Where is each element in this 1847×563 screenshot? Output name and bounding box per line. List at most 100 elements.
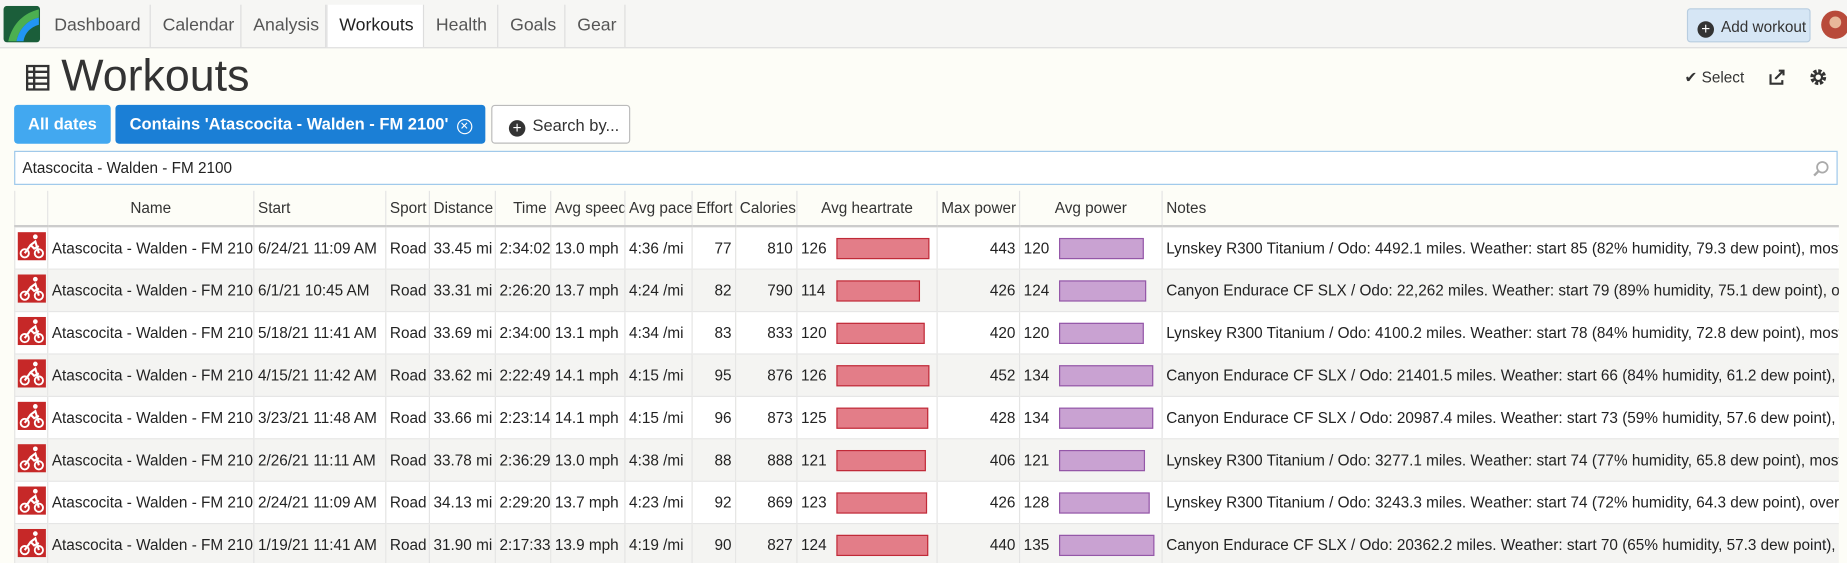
workout-row[interactable]: Atascocita - Walden - FM 2100 6/24/21 11:… bbox=[14, 226, 1839, 270]
nav-tab[interactable]: Dashboard bbox=[42, 4, 151, 48]
column-header[interactable]: Calories bbox=[735, 190, 797, 228]
column-header[interactable]: Avg speed bbox=[550, 190, 625, 228]
workout-row[interactable]: Atascocita - Walden - FM 2100 6/1/21 10:4… bbox=[14, 269, 1839, 313]
cell: 5/18/21 11:41 AM bbox=[253, 311, 386, 355]
column-header[interactable]: Start bbox=[253, 190, 386, 228]
cell: 31.90 mi bbox=[428, 523, 496, 563]
column-header[interactable]: Distance bbox=[428, 190, 496, 228]
cell: Road bbox=[385, 269, 430, 313]
workout-row[interactable]: Atascocita - Walden - FM 2100 4/15/21 11:… bbox=[14, 353, 1839, 397]
share-icon[interactable] bbox=[1768, 68, 1786, 86]
search-by-label: Search by... bbox=[532, 115, 620, 135]
nav-tab[interactable]: Goals bbox=[498, 4, 566, 48]
avatar-face bbox=[1829, 16, 1842, 29]
cell-value: Road bbox=[389, 323, 427, 342]
cell-value: Lynskey R300 Titanium / Odo: 3277.1 mile… bbox=[1166, 451, 1839, 469]
column-header[interactable]: Name bbox=[47, 190, 254, 228]
cell: 33.69 mi bbox=[428, 311, 496, 355]
cell: 13.9 mph bbox=[550, 523, 625, 563]
workout-row[interactable]: Atascocita - Walden - FM 2100 3/23/21 11:… bbox=[14, 396, 1839, 440]
gear-teeth bbox=[1810, 69, 1827, 86]
cell: Atascocita - Walden - FM 2100 bbox=[47, 353, 254, 397]
contains-filter[interactable]: Contains 'Atascocita - Walden - FM 2100'… bbox=[115, 104, 486, 144]
avatar[interactable] bbox=[1820, 9, 1847, 40]
bar-cell: 121 bbox=[796, 438, 938, 482]
workout-row[interactable]: Atascocita - Walden - FM 2100 1/19/21 11:… bbox=[14, 523, 1839, 563]
rider bbox=[23, 282, 40, 297]
bar-cell: 126 bbox=[796, 353, 938, 397]
nav-tab[interactable]: Gear bbox=[565, 4, 626, 48]
cell-value: 120 bbox=[801, 323, 827, 342]
cell: 2:26:20 bbox=[494, 269, 551, 313]
wheel bbox=[33, 502, 44, 513]
cell-value: 5/18/21 11:41 AM bbox=[257, 323, 377, 342]
remove-icon[interactable]: ✕ bbox=[456, 118, 472, 135]
bar-cell: 121 bbox=[1018, 438, 1163, 482]
select-button[interactable]: ✔ Select bbox=[1685, 68, 1745, 87]
cell: Lynskey R300 Titanium / Odo: 3243.3 mile… bbox=[1161, 481, 1839, 525]
nav-tab[interactable]: Workouts bbox=[326, 4, 425, 48]
cell: 33.62 mi bbox=[428, 353, 496, 397]
search-by-button[interactable]: + Search by... bbox=[491, 104, 631, 144]
cell-value: 124 bbox=[801, 535, 827, 554]
cell: 440 bbox=[936, 523, 1020, 563]
cell-value: 2:22:49 bbox=[499, 366, 551, 385]
rider bbox=[23, 536, 40, 551]
cell-value: 13.1 mph bbox=[554, 323, 619, 342]
column-header[interactable]: Avg pace bbox=[624, 190, 693, 228]
wheel bbox=[33, 460, 44, 471]
cell-value: 120 bbox=[1023, 323, 1050, 342]
cell-value: 406 bbox=[989, 451, 1016, 469]
cell-value: 128 bbox=[1023, 493, 1050, 512]
cell-value: 790 bbox=[767, 281, 793, 300]
column-header[interactable]: Sport bbox=[385, 190, 430, 228]
workout-row[interactable]: Atascocita - Walden - FM 2100 5/18/21 11:… bbox=[14, 311, 1839, 355]
bar-cell: 134 bbox=[1018, 353, 1163, 397]
column-header[interactable]: Effort bbox=[691, 190, 736, 228]
cell: 810 bbox=[735, 226, 797, 270]
cell-value: 452 bbox=[989, 366, 1016, 385]
column-header[interactable]: Avg power bbox=[1018, 190, 1163, 228]
workout-row[interactable]: Atascocita - Walden - FM 2100 2/26/21 11:… bbox=[14, 438, 1839, 482]
cell-value: 121 bbox=[1023, 451, 1050, 469]
search-input[interactable]: Atascocita - Walden - FM 2100 bbox=[14, 150, 1838, 185]
all-dates-filter[interactable]: All dates bbox=[14, 104, 111, 144]
cell: Canyon Endurace CF SLX / Odo: 22,262 mil… bbox=[1161, 269, 1839, 313]
search-text: Atascocita - Walden - FM 2100 bbox=[22, 159, 233, 177]
cell: 13.7 mph bbox=[550, 269, 625, 313]
cell: 827 bbox=[735, 523, 797, 563]
cell: Atascocita - Walden - FM 2100 bbox=[47, 269, 254, 313]
cell: 2/26/21 11:11 AM bbox=[253, 438, 386, 482]
cell-value: 121 bbox=[801, 451, 827, 469]
column-header[interactable]: Avg heartrate bbox=[796, 190, 938, 228]
wheel bbox=[19, 417, 30, 428]
column-header[interactable]: Time bbox=[494, 190, 551, 228]
cell-value: 123 bbox=[801, 493, 827, 512]
navbar: Dashboard Calendar Analysis Workouts Health G… bbox=[0, 0, 1847, 49]
column-header[interactable]: Notes bbox=[1161, 190, 1839, 228]
cell: Lynskey R300 Titanium / Odo: 4100.2 mile… bbox=[1161, 311, 1839, 355]
cell-value: Atascocita - Walden - FM 2100 bbox=[51, 366, 254, 385]
cell: Road bbox=[385, 226, 430, 270]
workout-row[interactable]: Atascocita - Walden - FM 2100 2/24/21 11:… bbox=[14, 481, 1839, 525]
nav-tab[interactable]: Calendar bbox=[151, 4, 242, 48]
settings-icon[interactable] bbox=[1809, 68, 1827, 86]
cell-value: 4:34 /mi bbox=[629, 323, 684, 342]
logo[interactable] bbox=[3, 5, 41, 43]
cell-value: 14.1 mph bbox=[554, 366, 619, 385]
nav-tab[interactable]: Analysis bbox=[241, 4, 327, 48]
sport-icon bbox=[17, 232, 46, 261]
nav-tab[interactable]: Health bbox=[424, 4, 499, 48]
column-header[interactable]: Max power bbox=[936, 190, 1020, 228]
plus-icon: + bbox=[508, 120, 526, 137]
icon-lines bbox=[27, 65, 49, 90]
search-icon bbox=[1813, 161, 1829, 177]
cell-value: 833 bbox=[767, 323, 793, 342]
cell: 4:36 /mi bbox=[624, 226, 693, 270]
cell-value: 2:23:14 bbox=[499, 408, 551, 427]
cell-value: 124 bbox=[1023, 281, 1050, 300]
add-workout-button[interactable]: + Add workout bbox=[1686, 8, 1811, 43]
logo-shape bbox=[16, 17, 39, 42]
